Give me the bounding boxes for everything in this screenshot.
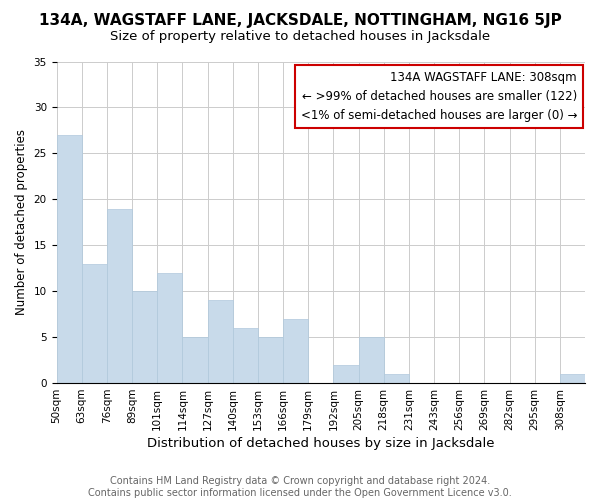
Bar (208, 300, 233, 383)
Bar (233, 328, 258, 383)
Bar (157, 273, 182, 383)
Bar (560, 374, 585, 383)
Bar (359, 337, 383, 383)
Bar (132, 291, 157, 383)
Text: 134A, WAGSTAFF LANE, JACKSDALE, NOTTINGHAM, NG16 5JP: 134A, WAGSTAFF LANE, JACKSDALE, NOTTINGH… (38, 12, 562, 28)
Bar (258, 337, 283, 383)
X-axis label: Distribution of detached houses by size in Jacksdale: Distribution of detached houses by size … (147, 437, 494, 450)
Bar (82, 264, 107, 383)
Text: Contains HM Land Registry data © Crown copyright and database right 2024.
Contai: Contains HM Land Registry data © Crown c… (88, 476, 512, 498)
Text: 134A WAGSTAFF LANE: 308sqm
← >99% of detached houses are smaller (122)
<1% of se: 134A WAGSTAFF LANE: 308sqm ← >99% of det… (301, 71, 577, 122)
Bar (383, 374, 409, 383)
Y-axis label: Number of detached properties: Number of detached properties (15, 130, 28, 316)
Bar (334, 364, 359, 383)
Bar (107, 208, 132, 383)
Bar (182, 337, 208, 383)
Bar (56, 135, 82, 383)
Bar (283, 319, 308, 383)
Text: Size of property relative to detached houses in Jacksdale: Size of property relative to detached ho… (110, 30, 490, 43)
